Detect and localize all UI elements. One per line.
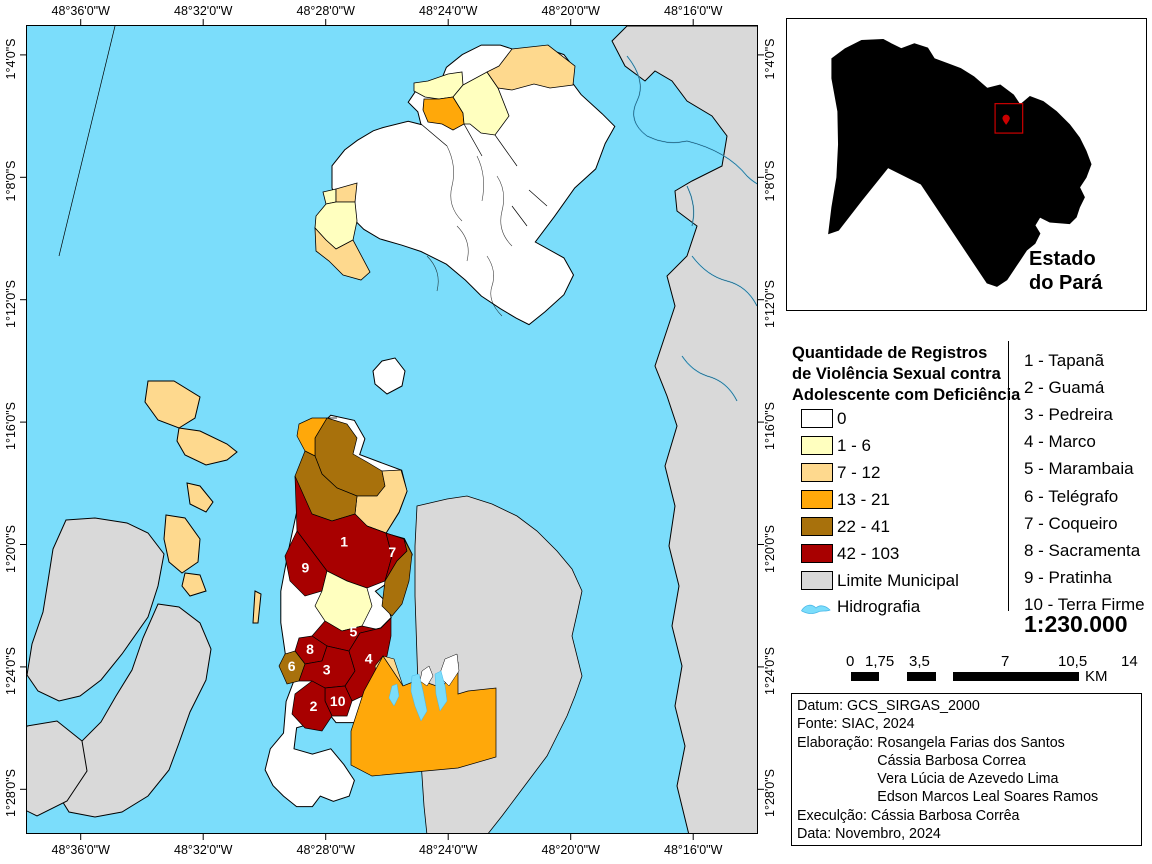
svg-text:1°16'0"S: 1°16'0"S — [763, 402, 777, 450]
svg-text:7: 7 — [388, 544, 396, 560]
svg-text:6: 6 — [288, 658, 296, 674]
svg-text:48°28'0"W: 48°28'0"W — [297, 843, 356, 857]
svg-text:1°20'0"S: 1°20'0"S — [763, 525, 777, 573]
svg-text:5: 5 — [350, 624, 358, 640]
svg-text:1°8'0"S: 1°8'0"S — [763, 160, 777, 201]
svg-text:48°24'0"W: 48°24'0"W — [419, 4, 478, 18]
svg-text:9: 9 — [302, 560, 310, 576]
svg-text:1°28'0"S: 1°28'0"S — [4, 769, 18, 817]
svg-text:1°20'0"S: 1°20'0"S — [4, 525, 18, 573]
svg-text:3: 3 — [323, 661, 331, 677]
svg-text:1°28'0"S: 1°28'0"S — [763, 769, 777, 817]
svg-text:10: 10 — [330, 693, 346, 709]
svg-text:48°16'0"W: 48°16'0"W — [664, 843, 723, 857]
svg-text:1°12'0"S: 1°12'0"S — [4, 280, 18, 328]
svg-text:48°36'0"W: 48°36'0"W — [52, 843, 111, 857]
svg-text:8: 8 — [306, 641, 314, 657]
svg-text:1°24'0"S: 1°24'0"S — [4, 647, 18, 695]
svg-text:48°32'0"W: 48°32'0"W — [174, 843, 233, 857]
svg-text:1°12'0"S: 1°12'0"S — [763, 280, 777, 328]
svg-text:1°8'0"S: 1°8'0"S — [4, 160, 18, 201]
svg-text:48°16'0"W: 48°16'0"W — [664, 4, 723, 18]
svg-text:1°4'0"S: 1°4'0"S — [4, 38, 18, 79]
svg-text:48°20'0"W: 48°20'0"W — [542, 843, 601, 857]
svg-text:1°16'0"S: 1°16'0"S — [4, 402, 18, 450]
svg-text:48°24'0"W: 48°24'0"W — [419, 843, 478, 857]
svg-text:4: 4 — [365, 651, 373, 667]
svg-text:48°32'0"W: 48°32'0"W — [174, 4, 233, 18]
svg-text:1: 1 — [340, 533, 348, 549]
svg-text:1°24'0"S: 1°24'0"S — [763, 647, 777, 695]
svg-text:48°20'0"W: 48°20'0"W — [542, 4, 601, 18]
svg-text:2: 2 — [310, 698, 318, 714]
svg-text:48°28'0"W: 48°28'0"W — [297, 4, 356, 18]
svg-text:1°4'0"S: 1°4'0"S — [763, 38, 777, 79]
svg-text:48°36'0"W: 48°36'0"W — [52, 4, 111, 18]
